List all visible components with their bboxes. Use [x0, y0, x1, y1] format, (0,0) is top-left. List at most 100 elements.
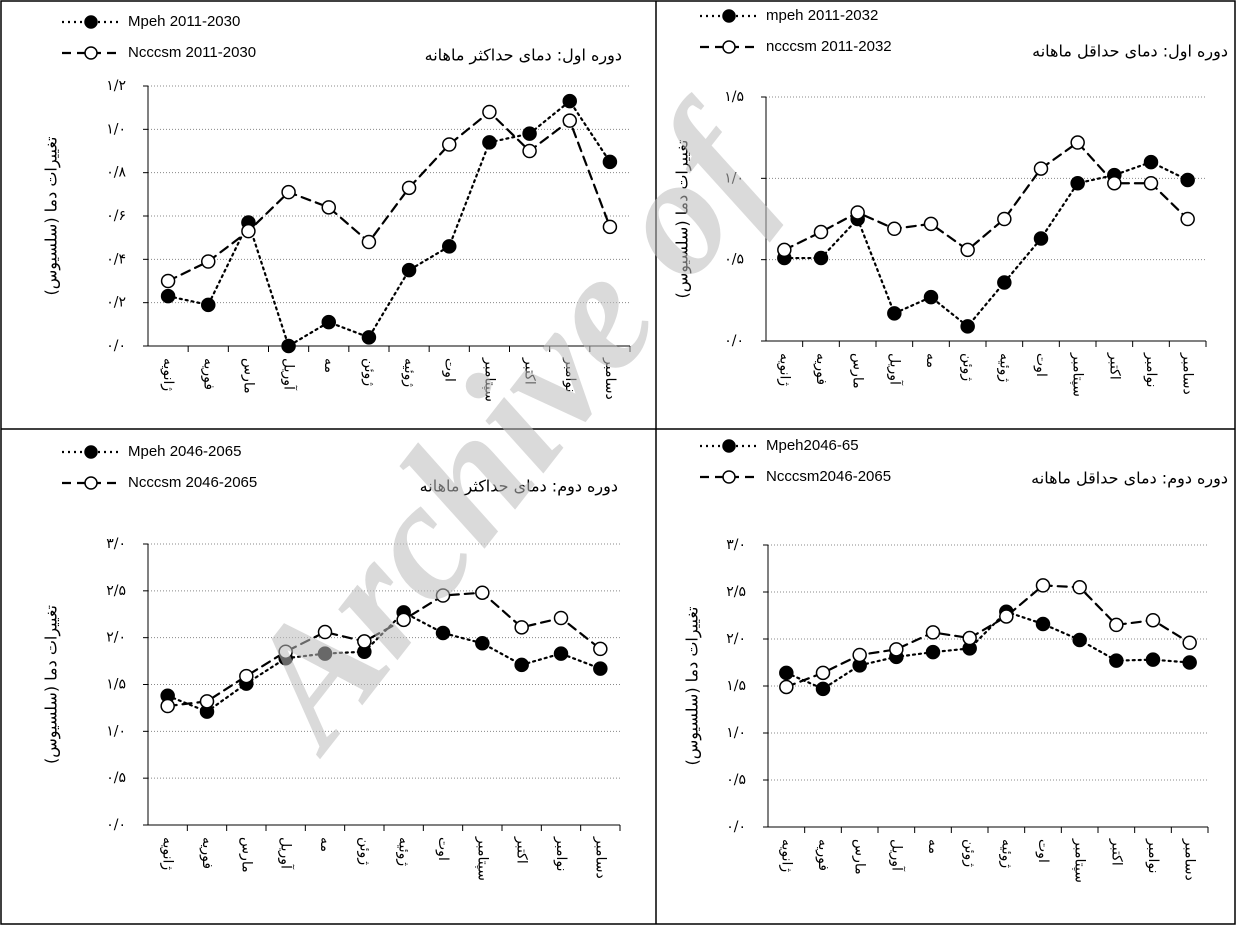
x-tick-label: دسامبر — [1180, 352, 1196, 395]
data-point — [889, 642, 904, 657]
data-point — [475, 585, 490, 600]
y-tick-label: ۰/۵ — [726, 772, 746, 788]
data-point — [435, 625, 451, 641]
y-axis-label: تغییرات دما (سلسیوس) — [42, 137, 62, 296]
x-tick-label: ژوئن — [361, 358, 377, 386]
data-point — [435, 588, 451, 603]
y-tick-label: ۲/۵ — [106, 583, 126, 599]
data-point — [317, 624, 333, 640]
x-tick-label: ژوئن — [962, 839, 978, 867]
data-point — [815, 665, 831, 681]
data-point — [357, 634, 372, 649]
y-tick-label: ۰/۵ — [724, 252, 744, 268]
data-point — [522, 143, 537, 159]
data-point — [199, 694, 215, 709]
y-tick-label: ۰/۰ — [106, 338, 126, 354]
legend-marker — [722, 470, 736, 484]
x-tick-label: ژوئیه — [401, 358, 417, 387]
data-point — [482, 104, 497, 120]
data-point — [925, 644, 941, 660]
y-tick-label: ۰/۸ — [106, 165, 126, 181]
x-tick-label: آوریل — [888, 839, 905, 872]
x-tick-label: مه — [925, 839, 941, 854]
x-tick-label: فوریه — [813, 353, 829, 385]
data-point — [160, 698, 175, 714]
data-point — [562, 93, 577, 109]
data-point — [1070, 135, 1085, 150]
x-tick-label: مارس — [850, 353, 866, 389]
x-tick-label: سپتامبر — [474, 836, 490, 881]
x-tick-label: سپتامبر — [1072, 838, 1088, 883]
chart-title: دوره دوم: دمای حداکثر ماهانه — [420, 477, 618, 497]
data-point — [1109, 653, 1124, 668]
x-tick-label: اوت — [435, 837, 451, 861]
data-point — [1033, 231, 1049, 246]
data-point — [562, 113, 577, 128]
x-tick-label: اکتبر — [522, 357, 538, 385]
series-line — [166, 110, 612, 283]
data-point — [514, 620, 529, 635]
x-tick-label: مارس — [852, 839, 868, 875]
x-tick-label: نوامبر — [553, 836, 569, 871]
x-tick-label: سپتامبر — [481, 357, 497, 402]
legend-label: Mpeh2046-65 — [766, 437, 859, 454]
legend-label: Mpeh 2011-2030 — [128, 13, 240, 30]
chart-title: دوره اول: دمای حداکثر ماهانه — [425, 46, 622, 66]
data-point — [923, 216, 939, 232]
x-tick-label: نوامبر — [1143, 352, 1159, 387]
data-point — [401, 180, 417, 196]
data-point — [201, 254, 216, 269]
data-point — [779, 665, 794, 681]
x-tick-label: ژانویه — [160, 837, 176, 870]
legend-label: ncccsm 2011-2032 — [766, 38, 892, 55]
data-point — [923, 289, 939, 305]
y-tick-label: ۰/۰ — [726, 819, 746, 835]
y-tick-label: ۱/۰ — [106, 723, 126, 739]
y-axis-label: تغییرات دما (سلسیوس) — [42, 605, 62, 764]
x-tick-label: ژوئیه — [998, 839, 1014, 868]
series-line — [785, 610, 1191, 691]
data-point — [239, 668, 254, 684]
data-point — [1035, 616, 1051, 632]
x-tick-label: اکتبر — [1108, 838, 1124, 866]
data-point — [999, 609, 1014, 624]
y-axis-label: تغییرات دما (سلسیوس) — [683, 607, 703, 766]
y-tick-label: ۳/۰ — [726, 537, 746, 553]
x-tick-label: اوت — [1035, 839, 1051, 863]
data-point — [514, 657, 529, 673]
data-point — [442, 137, 457, 152]
x-tick-label: ژوئن — [356, 837, 372, 865]
legend-marker — [84, 46, 98, 60]
series-line — [783, 160, 1189, 328]
data-point — [1180, 211, 1195, 227]
y-tick-label: ۰/۲ — [106, 295, 126, 311]
legend-label: Ncccsm2046-2065 — [766, 468, 891, 485]
x-tick-label: فوریه — [815, 839, 831, 871]
data-point — [887, 306, 902, 321]
data-point — [813, 224, 829, 240]
x-tick-label: اوت — [441, 358, 457, 382]
data-point — [281, 338, 296, 354]
x-tick-label: ژانویه — [776, 353, 792, 386]
data-point — [602, 219, 618, 235]
data-point — [1072, 632, 1087, 648]
x-tick-label: مه — [317, 837, 333, 852]
data-point — [396, 612, 411, 628]
data-point — [852, 647, 867, 663]
data-point — [317, 646, 333, 661]
data-point — [1145, 652, 1161, 667]
data-point — [779, 679, 794, 695]
y-tick-label: ۰/۴ — [106, 251, 126, 267]
x-tick-label: ژانویه — [160, 358, 176, 391]
data-point — [777, 242, 792, 258]
data-point — [1072, 580, 1087, 595]
data-point — [1145, 612, 1161, 628]
x-tick-label: مارس — [238, 837, 254, 873]
legend-label: mpeh 2011-2032 — [766, 7, 878, 24]
x-tick-label: ژوئن — [960, 353, 976, 381]
data-point — [278, 644, 293, 659]
x-tick-label: ژانویه — [778, 839, 794, 872]
data-point — [813, 250, 829, 266]
